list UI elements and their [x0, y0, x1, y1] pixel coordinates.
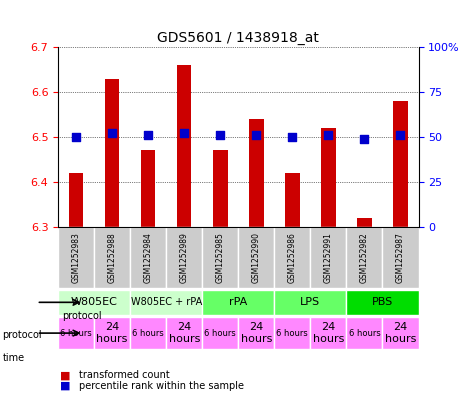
Text: GSM1252991: GSM1252991	[324, 232, 333, 283]
FancyBboxPatch shape	[274, 290, 346, 315]
Text: GSM1252990: GSM1252990	[252, 232, 261, 283]
FancyBboxPatch shape	[130, 290, 202, 315]
Text: 6 hours: 6 hours	[60, 329, 92, 338]
FancyBboxPatch shape	[94, 317, 130, 349]
Text: 6 hours: 6 hours	[349, 329, 380, 338]
Text: 6 hours: 6 hours	[277, 329, 308, 338]
Bar	[321, 128, 336, 227]
FancyBboxPatch shape	[58, 227, 94, 288]
Bar	[357, 218, 372, 227]
Bar	[213, 151, 227, 227]
FancyBboxPatch shape	[94, 227, 130, 288]
Text: GSM1252989: GSM1252989	[180, 232, 189, 283]
Point	[145, 132, 152, 138]
Point	[361, 136, 368, 142]
FancyBboxPatch shape	[166, 317, 202, 349]
FancyBboxPatch shape	[166, 227, 202, 288]
FancyBboxPatch shape	[202, 290, 274, 315]
Point	[108, 130, 116, 136]
Text: ■: ■	[60, 381, 71, 391]
FancyBboxPatch shape	[346, 227, 382, 288]
FancyBboxPatch shape	[202, 317, 239, 349]
FancyBboxPatch shape	[382, 227, 418, 288]
FancyBboxPatch shape	[202, 227, 239, 288]
Bar	[141, 151, 155, 227]
Text: protocol: protocol	[62, 311, 101, 321]
Text: 6 hours: 6 hours	[205, 329, 236, 338]
Text: 24
hours: 24 hours	[385, 322, 416, 344]
Text: GSM1252986: GSM1252986	[288, 232, 297, 283]
Point	[289, 134, 296, 140]
Text: rPA: rPA	[229, 298, 247, 307]
Point	[397, 132, 404, 138]
FancyBboxPatch shape	[346, 317, 382, 349]
FancyBboxPatch shape	[239, 317, 274, 349]
FancyBboxPatch shape	[346, 290, 418, 315]
Point	[180, 130, 188, 136]
Text: GSM1252984: GSM1252984	[144, 232, 153, 283]
Bar	[393, 101, 408, 227]
Text: 24
hours: 24 hours	[169, 322, 200, 344]
Point	[252, 132, 260, 138]
Point	[73, 134, 80, 140]
FancyBboxPatch shape	[311, 317, 346, 349]
FancyBboxPatch shape	[130, 317, 166, 349]
FancyBboxPatch shape	[130, 227, 166, 288]
Text: 24
hours: 24 hours	[313, 322, 344, 344]
Text: GSM1252985: GSM1252985	[216, 232, 225, 283]
Point	[325, 132, 332, 138]
Text: protocol: protocol	[2, 330, 42, 340]
Text: GSM1252982: GSM1252982	[360, 232, 369, 283]
Text: transformed count: transformed count	[79, 370, 170, 380]
FancyBboxPatch shape	[274, 317, 311, 349]
Title: GDS5601 / 1438918_at: GDS5601 / 1438918_at	[157, 31, 319, 45]
Text: percentile rank within the sample: percentile rank within the sample	[79, 381, 244, 391]
FancyBboxPatch shape	[382, 317, 418, 349]
Bar	[177, 65, 192, 227]
FancyBboxPatch shape	[58, 290, 130, 315]
FancyBboxPatch shape	[58, 317, 94, 349]
Text: 6 hours: 6 hours	[133, 329, 164, 338]
Point	[217, 132, 224, 138]
Text: 24
hours: 24 hours	[241, 322, 272, 344]
FancyBboxPatch shape	[239, 227, 274, 288]
Text: GSM1252988: GSM1252988	[108, 232, 117, 283]
Text: LPS: LPS	[300, 298, 320, 307]
Bar	[69, 173, 83, 227]
Text: 24
hours: 24 hours	[97, 322, 128, 344]
Bar	[105, 79, 120, 227]
Text: GSM1252987: GSM1252987	[396, 232, 405, 283]
Text: PBS: PBS	[372, 298, 393, 307]
Text: W805EC: W805EC	[71, 298, 118, 307]
FancyBboxPatch shape	[274, 227, 311, 288]
FancyBboxPatch shape	[311, 227, 346, 288]
Bar	[249, 119, 264, 227]
Bar	[285, 173, 299, 227]
Text: GSM1252983: GSM1252983	[72, 232, 80, 283]
Text: time: time	[2, 353, 25, 363]
Text: ■: ■	[60, 370, 71, 380]
Text: W805EC + rPA: W805EC + rPA	[131, 298, 202, 307]
